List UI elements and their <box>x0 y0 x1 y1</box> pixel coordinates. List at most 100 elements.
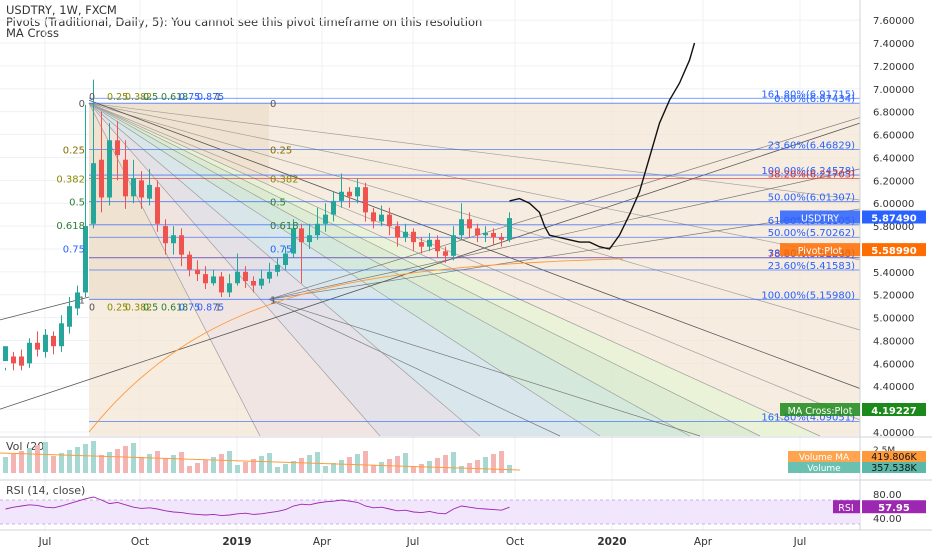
volume-bar <box>75 447 80 473</box>
candle-body <box>507 218 512 240</box>
volume-bar <box>491 454 496 473</box>
candle <box>115 120 120 181</box>
fib-fan-bottom-label: 0.618 <box>161 302 188 313</box>
time-axis-tick: 2019 <box>222 536 251 548</box>
candle-body <box>11 356 16 364</box>
volume-bar <box>219 454 224 473</box>
candle <box>59 315 64 352</box>
volume-bar <box>139 457 144 473</box>
candle-body <box>51 335 56 347</box>
price-axis-tick: 6.80000 <box>873 108 914 119</box>
candle-body <box>147 184 152 199</box>
projection-path <box>509 42 696 250</box>
volume-bar <box>51 456 56 473</box>
trend-line-down <box>88 99 861 389</box>
volume-bar <box>83 444 88 473</box>
chart-symbol-title[interactable]: USDTRY, 1W, FXCM <box>6 3 117 17</box>
candle <box>51 331 56 355</box>
candle-body <box>67 306 72 327</box>
fib-level-lines <box>89 97 860 423</box>
volume-bar <box>363 451 368 473</box>
price-axis-tick: 4.60000 <box>873 359 914 370</box>
candle <box>387 207 392 236</box>
candle-body <box>403 231 408 238</box>
price-tag-value-bg <box>862 403 926 417</box>
fib-fan-top-label: 0.618 <box>161 92 188 103</box>
candle-body <box>427 239 432 247</box>
fib-fan-ray <box>88 102 381 437</box>
fib-level-label: 161.80%(6.91715) <box>761 89 855 100</box>
candle-body <box>219 276 224 293</box>
fib-fan-ray <box>88 102 691 437</box>
candle-body <box>339 191 344 201</box>
candle <box>251 276 256 293</box>
candle <box>35 331 40 357</box>
volume-bar <box>347 457 352 473</box>
volume-bar <box>19 451 24 473</box>
fib-level-label: 100.00%(5.15980) <box>761 290 855 301</box>
candle-body <box>435 239 440 252</box>
volume-bar <box>155 451 160 473</box>
volume-bar <box>59 453 64 473</box>
volume-bar <box>475 460 480 473</box>
price-tag-value-bg <box>862 243 926 257</box>
volume-bar <box>131 443 136 473</box>
candle-body <box>155 187 160 224</box>
candle-body <box>267 271 272 279</box>
fib-fan-left-label: 0.75 <box>63 245 85 256</box>
candle-body <box>467 219 472 229</box>
price-tag-label: USDTRY <box>801 214 839 225</box>
volume-tag-label: Volume MA <box>799 453 850 463</box>
candle <box>323 203 328 232</box>
price-tag-label-bg <box>780 403 860 417</box>
candle <box>243 266 248 288</box>
candle <box>203 266 208 289</box>
candle <box>483 226 488 243</box>
price-axis-tick: 7.60000 <box>873 16 914 27</box>
candle <box>227 274 232 298</box>
candle-body <box>323 214 328 224</box>
pivots-indicator-label[interactable]: Pivots (Traditional, Daily, 5): You cann… <box>6 15 483 29</box>
candle <box>235 253 240 286</box>
candle-body <box>187 254 192 270</box>
candle <box>419 237 424 254</box>
volume-bar <box>35 445 40 473</box>
volume-bar <box>67 450 72 473</box>
candle-body <box>387 214 392 227</box>
candle-body <box>235 271 240 284</box>
candle <box>171 226 176 255</box>
price-axis-tick: 4.80000 <box>873 336 914 347</box>
fib-fan-mid-label: 0.382 <box>270 174 299 185</box>
candle-body <box>131 178 136 197</box>
candle <box>443 246 448 263</box>
ma-cross-indicator-label[interactable]: MA Cross <box>6 26 59 40</box>
candle-body <box>315 223 320 236</box>
fib-fan-left-label: 0.618 <box>56 221 85 232</box>
candle-body <box>459 219 464 236</box>
volume-bar <box>451 452 456 473</box>
fib-fan-mid-label: 0.5 <box>270 198 286 209</box>
candle <box>395 221 400 247</box>
candle-body <box>195 269 200 275</box>
candle <box>187 251 192 277</box>
candle-body <box>3 346 8 362</box>
fib-fan-bottom-label: 0.5 <box>143 302 158 313</box>
candle <box>19 349 24 371</box>
price-axis-tick: 6.60000 <box>873 131 914 142</box>
candle <box>499 232 504 247</box>
price-axis-tick: 6.20000 <box>873 176 914 187</box>
fib-fan-top-label: 0.25 <box>107 92 128 103</box>
fib-fan-top-label: 1 <box>215 92 221 103</box>
rsi-panel-title[interactable]: RSI (14, close) <box>6 484 86 497</box>
fib-fan-ray <box>88 102 821 437</box>
fib-fan-bottom-label: 0.75 <box>179 302 200 313</box>
price-tag-label-bg <box>780 210 860 224</box>
candle <box>291 219 296 259</box>
candle-body <box>227 283 232 293</box>
fib-fan-top-label: 0 <box>89 92 95 103</box>
candle-body <box>43 334 48 352</box>
candle-body <box>19 356 24 366</box>
volume-bar <box>299 458 304 473</box>
volume-bar <box>443 455 448 473</box>
